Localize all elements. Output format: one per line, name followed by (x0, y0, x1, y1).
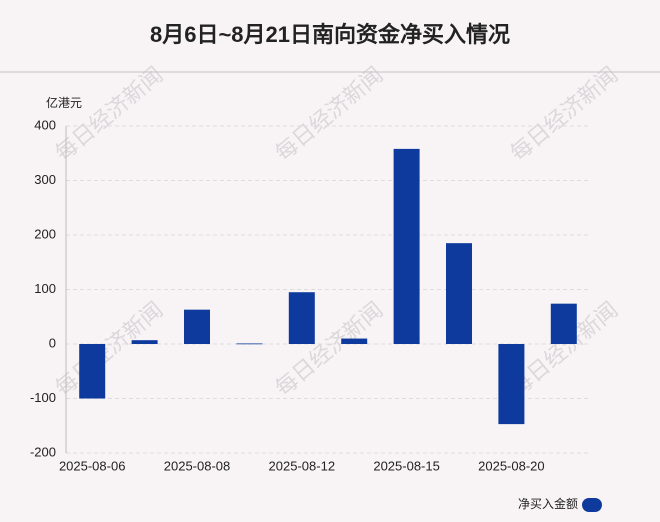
bar (184, 309, 210, 344)
x-tick-label: 2025-08-20 (478, 458, 545, 473)
y-tick-label: -200 (30, 444, 56, 459)
legend-swatch (582, 498, 602, 512)
bar (288, 292, 315, 344)
x-tick-label: 2025-08-06 (59, 458, 126, 473)
y-tick-label: 300 (34, 172, 56, 187)
bar (550, 303, 577, 344)
bar (131, 340, 158, 344)
y-tick-label: 400 (34, 117, 56, 132)
y-axis-label: 亿港元 (46, 95, 82, 110)
y-tick-label: 0 (49, 335, 56, 350)
y-tick-label: -100 (30, 390, 56, 405)
x-tick-label: 2025-08-08 (164, 458, 231, 473)
y-tick-label: 100 (34, 281, 56, 296)
x-tick-label: 2025-08-12 (269, 458, 336, 473)
plot (66, 125, 590, 454)
x-tick-label: 2025-08-15 (373, 458, 440, 473)
bar (341, 338, 368, 344)
bar (446, 243, 472, 344)
chart-title: 8月6日~8月21日南向资金净买入情况 (150, 22, 510, 47)
bar (236, 343, 263, 345)
y-tick-label: 200 (34, 226, 56, 241)
bar (79, 344, 106, 399)
legend-label: 净买入金额 (518, 496, 578, 511)
bar (393, 148, 420, 344)
bar (498, 344, 525, 425)
